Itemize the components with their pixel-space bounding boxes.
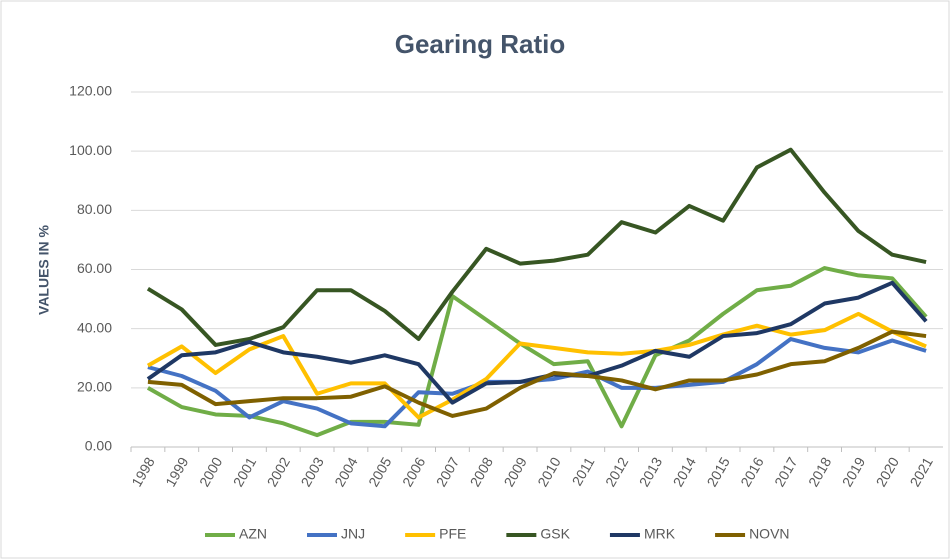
y-tick-label: 20.00 bbox=[77, 379, 112, 395]
y-tick-label: 60.00 bbox=[77, 260, 112, 276]
y-tick-label: 0.00 bbox=[85, 438, 112, 454]
legend-label: GSK bbox=[540, 526, 570, 542]
series-line bbox=[146, 266, 928, 438]
chart-title: Gearing Ratio bbox=[395, 29, 565, 59]
series-line bbox=[146, 311, 927, 420]
y-tick-label: 120.00 bbox=[69, 83, 112, 99]
series-line bbox=[146, 280, 928, 405]
legend-label: NOVN bbox=[749, 526, 789, 542]
legend-label: AZN bbox=[239, 526, 267, 542]
series-line bbox=[147, 329, 927, 418]
series-line bbox=[146, 147, 927, 347]
y-tick-label: 40.00 bbox=[77, 319, 112, 335]
y-axis-label: VALUES IN % bbox=[36, 224, 52, 315]
legend-label: PFE bbox=[439, 526, 466, 542]
legend-label: JNJ bbox=[341, 526, 365, 542]
y-tick-label: 100.00 bbox=[69, 142, 112, 158]
legend-label: MRK bbox=[644, 526, 676, 542]
y-tick-label: 80.00 bbox=[77, 201, 112, 217]
